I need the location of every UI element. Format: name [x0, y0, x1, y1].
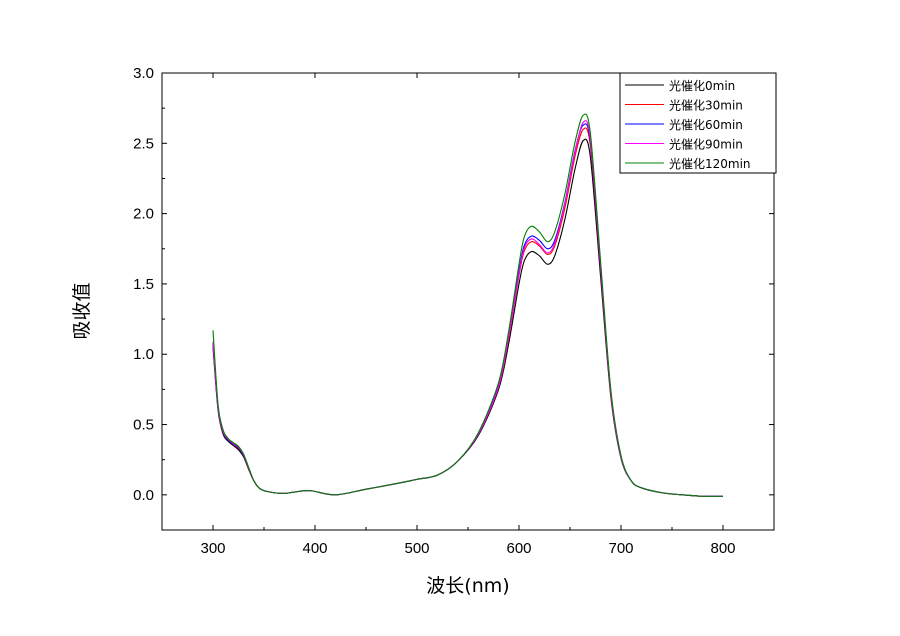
series-line-0 [212, 138, 724, 497]
x-tick-label: 500 [404, 540, 429, 557]
x-axis: 300 400 500 600 700 800 [161, 73, 775, 557]
y-tick-label: 2.0 [133, 206, 154, 223]
y-axis: 0.0 0.5 1.0 1.5 2.0 2.5 3.0 [133, 65, 774, 504]
y-tick-label: 1.0 [133, 346, 154, 363]
legend-box [619, 72, 777, 174]
y-tick-label: 0.5 [133, 417, 154, 434]
legend: 光催化0min 光催化30min 光催化60min 光催化90min 光催化120min [619, 72, 777, 174]
y-tick-label: 1.5 [133, 276, 154, 293]
x-axis-title: 波长(nm) [426, 575, 509, 597]
legend-label: 光催化0min [669, 79, 735, 93]
series-line-2 [212, 123, 724, 497]
x-tick-label: 800 [710, 540, 735, 557]
x-tick-label: 400 [302, 540, 327, 557]
y-tick-label: 0.0 [133, 487, 154, 504]
x-tick-label: 700 [608, 540, 633, 557]
series-line-4 [212, 113, 724, 497]
series-line-3 [212, 120, 724, 497]
y-tick-label: 3.0 [133, 65, 154, 82]
legend-label: 光催化120min [669, 157, 751, 171]
y-tick-label: 2.5 [133, 135, 154, 152]
legend-label: 光催化60min [669, 118, 743, 132]
legend-label: 光催化30min [669, 99, 743, 113]
x-tick-label: 300 [200, 540, 225, 557]
series-line-1 [212, 127, 724, 497]
y-axis-title: 吸收值 [71, 282, 93, 339]
series-layer [212, 113, 724, 497]
x-tick-label: 600 [506, 540, 531, 557]
legend-label: 光催化90min [669, 138, 743, 152]
